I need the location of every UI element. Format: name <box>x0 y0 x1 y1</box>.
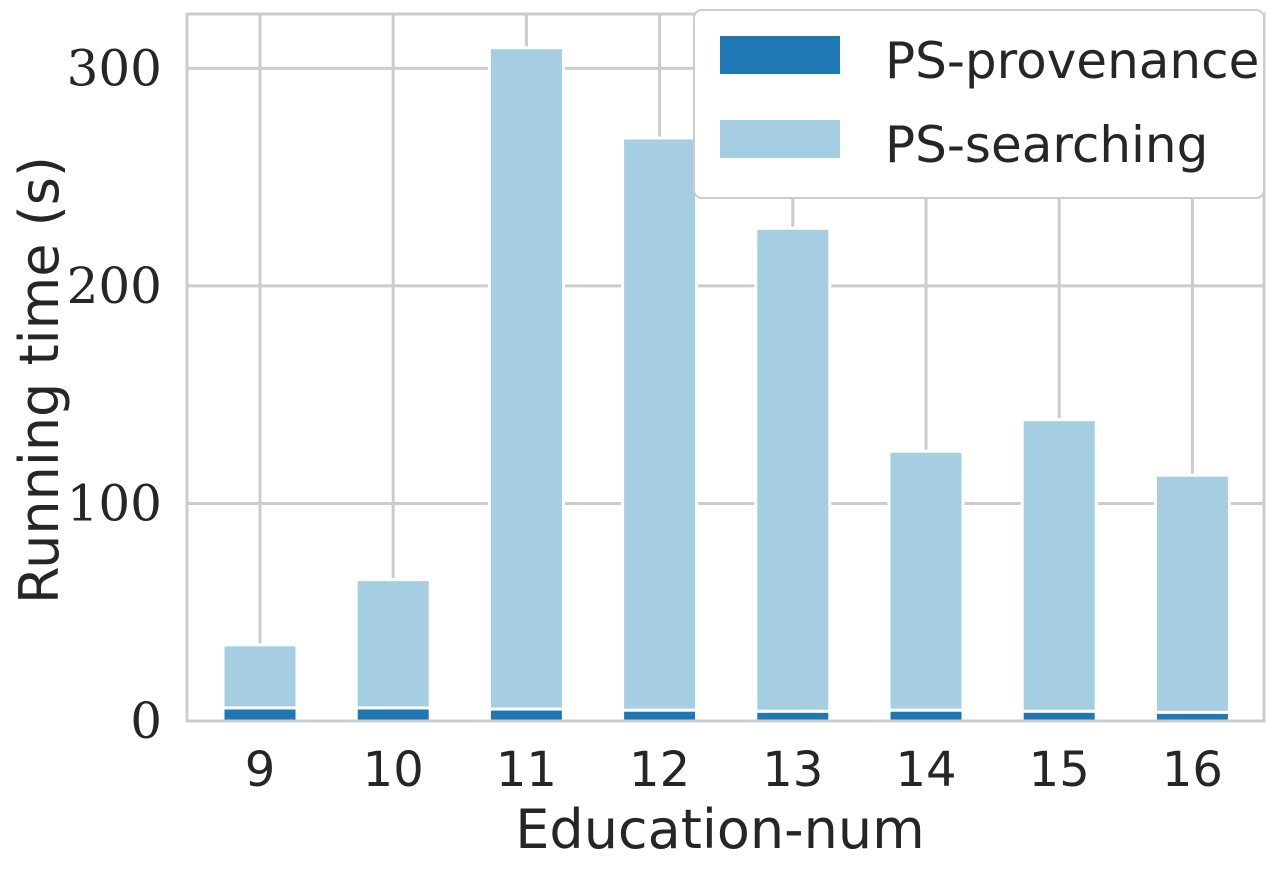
bar-ps-provenance-10 <box>354 706 432 723</box>
bar-ps-searching-14 <box>887 449 965 712</box>
x-tick-label: 9 <box>245 742 276 798</box>
bars <box>221 46 1231 723</box>
bar-ps-searching-13 <box>754 226 832 713</box>
x-tick-label: 13 <box>762 742 823 798</box>
x-tick-label: 15 <box>1029 742 1090 798</box>
bar-ps-provenance-9 <box>221 706 299 723</box>
y-tick-label: 100 <box>67 474 162 532</box>
x-tick-label: 14 <box>895 742 956 798</box>
y-tick-labels: 0 100 200 300 <box>67 39 162 750</box>
bar-ps-searching-10 <box>354 578 432 710</box>
bar-ps-provenance-14 <box>887 708 965 723</box>
bar-ps-searching-15 <box>1020 418 1098 713</box>
bar-ps-searching-11 <box>487 46 565 711</box>
y-axis-title: Running time (s) <box>8 156 71 604</box>
legend-swatch-ps-provenance <box>720 36 840 74</box>
x-axis-title: Education-num <box>515 798 924 861</box>
x-tick-label: 10 <box>363 742 424 798</box>
y-tick-label: 200 <box>67 257 162 315</box>
bar-ps-provenance-12 <box>621 708 699 723</box>
y-tick-label: 300 <box>67 39 162 97</box>
bar-ps-searching-16 <box>1153 473 1231 714</box>
x-tick-labels: 9 10 11 12 13 14 15 16 <box>245 742 1223 798</box>
bar-ps-provenance-11 <box>487 707 565 723</box>
bar-ps-searching-9 <box>221 643 299 710</box>
legend-swatch-ps-searching <box>720 120 840 158</box>
x-tick-label: 12 <box>629 742 690 798</box>
bar-ps-searching-12 <box>621 136 699 712</box>
legend-label-ps-provenance: PS-provenance <box>885 32 1259 90</box>
x-tick-label: 11 <box>496 742 557 798</box>
y-tick-label: 0 <box>130 692 162 750</box>
x-tick-label: 16 <box>1162 742 1223 798</box>
legend-label-ps-searching: PS-searching <box>885 116 1208 174</box>
legend: PS-provenance PS-searching <box>693 9 1265 199</box>
